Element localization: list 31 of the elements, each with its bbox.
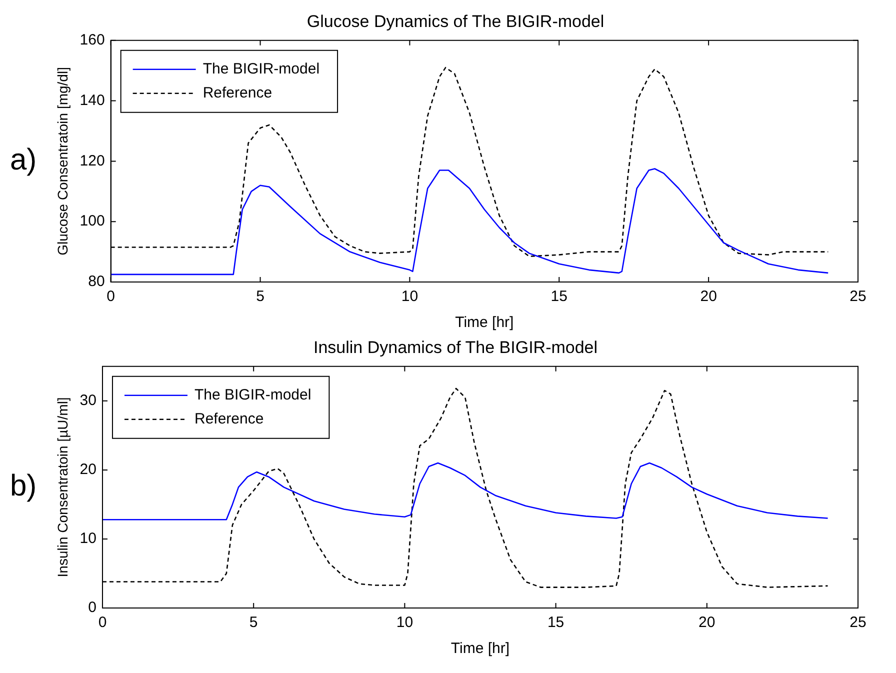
x-tick-label: 25 (850, 288, 866, 306)
x-tick-label: 10 (401, 288, 418, 306)
y-tick-label: 100 (80, 212, 105, 230)
x-tick-label: 5 (256, 288, 264, 306)
legend-label: The BIGIR-model (202, 60, 320, 78)
y-tick-label: 140 (80, 92, 105, 109)
chart-title: Insulin Dynamics of The BIGIR-model (313, 338, 598, 357)
x-tick-label: 5 (249, 614, 258, 632)
x-tick-label: 20 (698, 614, 716, 632)
x-tick-label: 15 (550, 288, 568, 306)
x-axis-title: Time [hr] (455, 314, 514, 332)
y-axis-title: Glucose Consentratoin [mg/dl] (54, 67, 70, 256)
y-axis-title: Insulin Consentratoin [µU/ml] (54, 397, 70, 578)
y-tick-label: 160 (80, 32, 105, 49)
x-axis-title: Time [hr] (450, 640, 510, 658)
legend-label: Reference (194, 410, 264, 428)
text: a) (10, 143, 37, 176)
chart-title: Glucose Dynamics of The BIGIR-model (306, 12, 604, 31)
y-tick-label: 20 (80, 461, 96, 478)
x-tick-label: 25 (850, 614, 866, 632)
y-tick-label: 10 (80, 530, 96, 548)
text: b) (10, 469, 37, 502)
y-tick-label: 80 (88, 273, 105, 290)
y-tick-label: 0 (88, 599, 96, 616)
x-tick-label: 15 (547, 614, 564, 632)
x-tick-label: 10 (396, 614, 414, 632)
y-tick-label: 30 (80, 392, 96, 410)
x-tick-label: 20 (700, 288, 717, 306)
legend-label: Reference (202, 84, 272, 102)
legend-label: The BIGIR-model (194, 386, 312, 404)
y-tick-label: 120 (80, 152, 105, 170)
